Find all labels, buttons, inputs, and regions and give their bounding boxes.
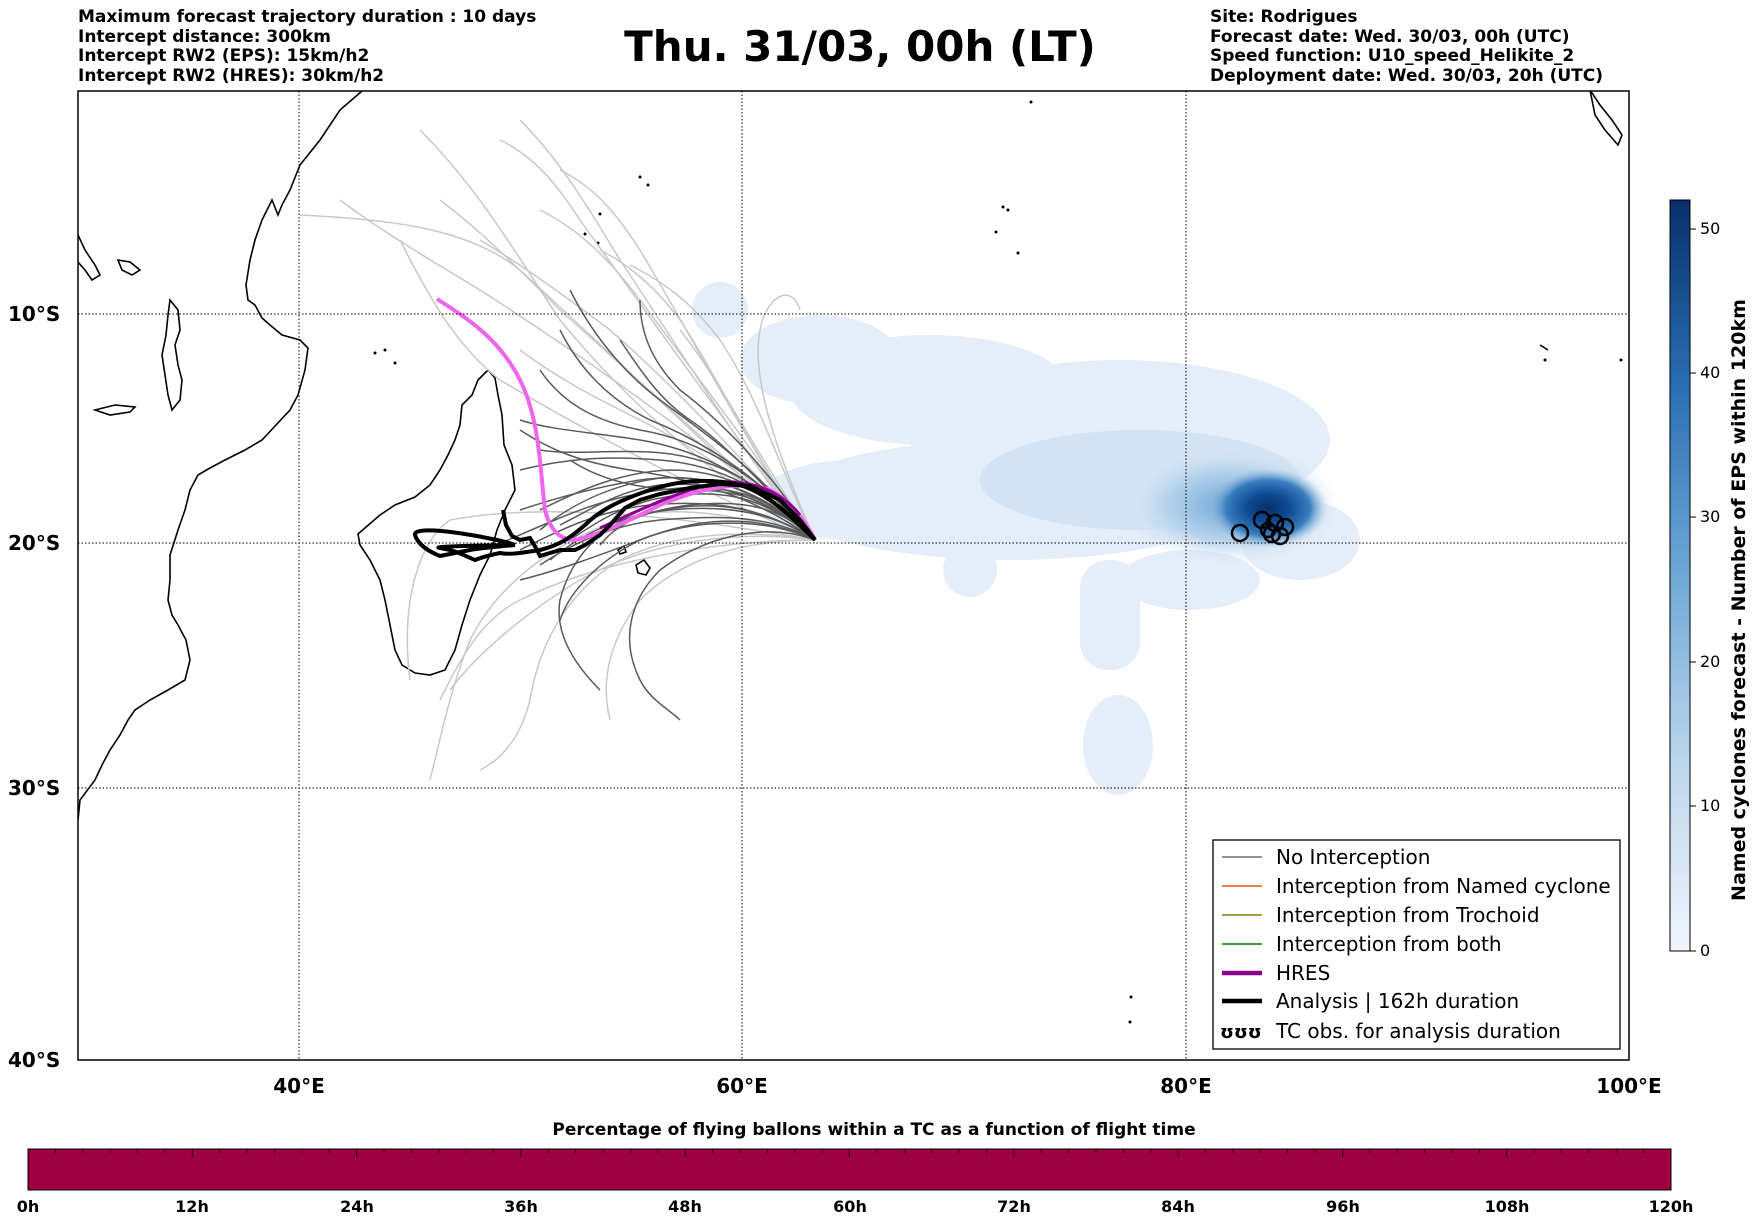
header-right-line: Forecast date: Wed. 30/03, 00h (UTC)	[1210, 26, 1570, 47]
flight-time-tick: 12h	[175, 1197, 209, 1216]
header-left: Maximum forecast trajectory duration : 1…	[78, 7, 537, 86]
header-left-line: Intercept RW2 (EPS): 15km/h2	[78, 46, 370, 66]
page-title: Thu. 31/03, 00h (LT)	[624, 22, 1096, 71]
lat-label: 40°S	[8, 1048, 60, 1072]
analysis-track-tail	[501, 481, 817, 559]
flight-time-tick: 24h	[340, 1197, 374, 1216]
legend: No Interception Interception from Named …	[1212, 839, 1621, 1050]
legend-label: No Interception	[1276, 845, 1430, 869]
flight-time-tick: 60h	[833, 1197, 867, 1216]
colorbar-tick-label: 50	[1700, 219, 1720, 238]
flight-time-tick: 96h	[1326, 1197, 1360, 1216]
colorbar-tick-label: 0	[1700, 941, 1710, 960]
header-right-line: Deployment date: Wed. 30/03, 20h (UTC)	[1210, 65, 1604, 86]
lat-label: 20°S	[8, 531, 60, 555]
flight-time-minor-ticks	[27, 1149, 1672, 1157]
flight-time-tick: 120h	[1649, 1197, 1694, 1216]
flight-time-bar-label: Percentage of flying ballons within a TC…	[552, 1120, 1195, 1140]
analysis-track	[412, 478, 817, 563]
header-left-line: Maximum forecast trajectory duration : 1…	[78, 7, 537, 27]
flight-time-tick: 48h	[668, 1197, 702, 1216]
lon-label: 80°E	[1160, 1074, 1212, 1098]
lon-label: 100°E	[1596, 1074, 1661, 1098]
lon-label: 40°E	[273, 1074, 325, 1098]
small-islands	[373, 100, 1623, 1024]
map-frame	[77, 90, 1630, 1061]
tc-obs-markers	[1230, 510, 1295, 546]
header-right-line: Site: Rodrigues	[1210, 7, 1358, 27]
flight-time-tick: 108h	[1485, 1197, 1530, 1216]
legend-label: Analysis | 162h duration	[1276, 989, 1519, 1013]
lon-label: 60°E	[716, 1074, 768, 1098]
coastlines	[78, 91, 1623, 821]
flight-time-tick: 72h	[997, 1197, 1031, 1216]
colorbar-label: Named cyclones forecast - Number of EPS …	[1728, 299, 1750, 901]
colorbar-tick-label: 40	[1700, 363, 1720, 382]
legend-label: Interception from both	[1276, 932, 1502, 956]
header-left-line: Intercept RW2 (HRES): 30km/h2	[78, 65, 385, 86]
legend-label: Interception from Named cyclone	[1276, 874, 1611, 898]
header-left-line: Intercept distance: 300km	[78, 26, 331, 47]
lat-label: 10°S	[8, 302, 60, 326]
lat-label: 30°S	[8, 776, 60, 800]
colorbar-tick-label: 20	[1700, 652, 1720, 671]
flight-time-tick: 84h	[1161, 1197, 1195, 1216]
legend-label: HRES	[1276, 961, 1330, 985]
flight-time-tick: 0h	[17, 1197, 40, 1216]
ensemble-tracks-light	[299, 119, 816, 781]
flight-time-tick: 36h	[504, 1197, 538, 1216]
colorbar-gradient	[1669, 199, 1691, 952]
gridlines	[78, 91, 1629, 1060]
colorbar: 0 10 20 30 40 50 Named cyclones forecast…	[1669, 199, 1750, 960]
legend-label: TC obs. for analysis duration	[1275, 1019, 1561, 1043]
header-right: Site: Rodrigues Forecast date: Wed. 30/0…	[1210, 7, 1604, 86]
legend-box	[1212, 839, 1621, 1050]
header-right-line: Speed function: U10_speed_Helikite_2	[1210, 46, 1575, 66]
flight-time-bar: Percentage of flying ballons within a TC…	[17, 1120, 1694, 1216]
colorbar-tick-marks	[1690, 228, 1696, 952]
colorbar-tick-label: 30	[1700, 507, 1720, 526]
legend-label: Interception from Trochoid	[1276, 903, 1540, 927]
colorbar-tick-label: 10	[1700, 796, 1720, 815]
legend-swatch-tc-obs: ʊʊʊ	[1220, 1022, 1262, 1043]
